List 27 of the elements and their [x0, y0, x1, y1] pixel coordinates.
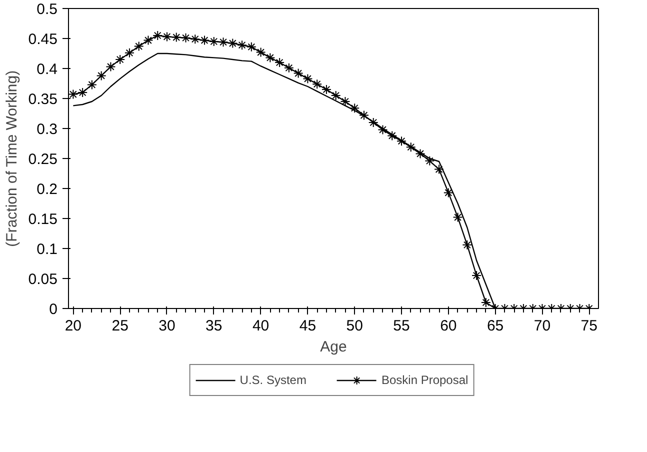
x-tick-label: 20 — [64, 318, 82, 334]
x-tick-label: 30 — [158, 318, 176, 334]
x-tick-label: 70 — [534, 318, 551, 334]
x-tick-label: 65 — [486, 318, 504, 334]
y-tick-label: 0.1 — [36, 241, 58, 258]
y-tick-label: 0 — [49, 301, 58, 318]
legend-label: Boskin Proposal — [381, 373, 468, 387]
y-tick-label: 0.45 — [28, 31, 58, 48]
y-tick-label: 0.05 — [28, 271, 58, 288]
x-tick-label: 25 — [112, 318, 128, 334]
legend-label: U.S. System — [240, 373, 306, 387]
y-tick-label: 0.5 — [36, 1, 58, 18]
x-axis-title: Age — [320, 338, 347, 356]
y-tick-label: 0.3 — [36, 121, 58, 138]
y-tick-label: 0.2 — [36, 181, 58, 198]
y-tick-label: 0.35 — [28, 91, 58, 108]
x-tick-label: 45 — [299, 318, 316, 334]
x-tick-label: 75 — [580, 318, 598, 334]
y-axis-title: (Fraction of Time Working) — [3, 70, 20, 247]
y-tick-label: 0.15 — [28, 211, 58, 228]
x-tick-label: 50 — [346, 318, 363, 334]
y-tick-label: 0.4 — [36, 61, 58, 78]
x-tick-label: 35 — [206, 318, 222, 334]
x-tick-label: 40 — [252, 318, 270, 334]
x-tick-label: 60 — [440, 318, 457, 334]
y-tick-label: 0.25 — [28, 151, 58, 168]
x-tick-label: 55 — [393, 318, 410, 334]
